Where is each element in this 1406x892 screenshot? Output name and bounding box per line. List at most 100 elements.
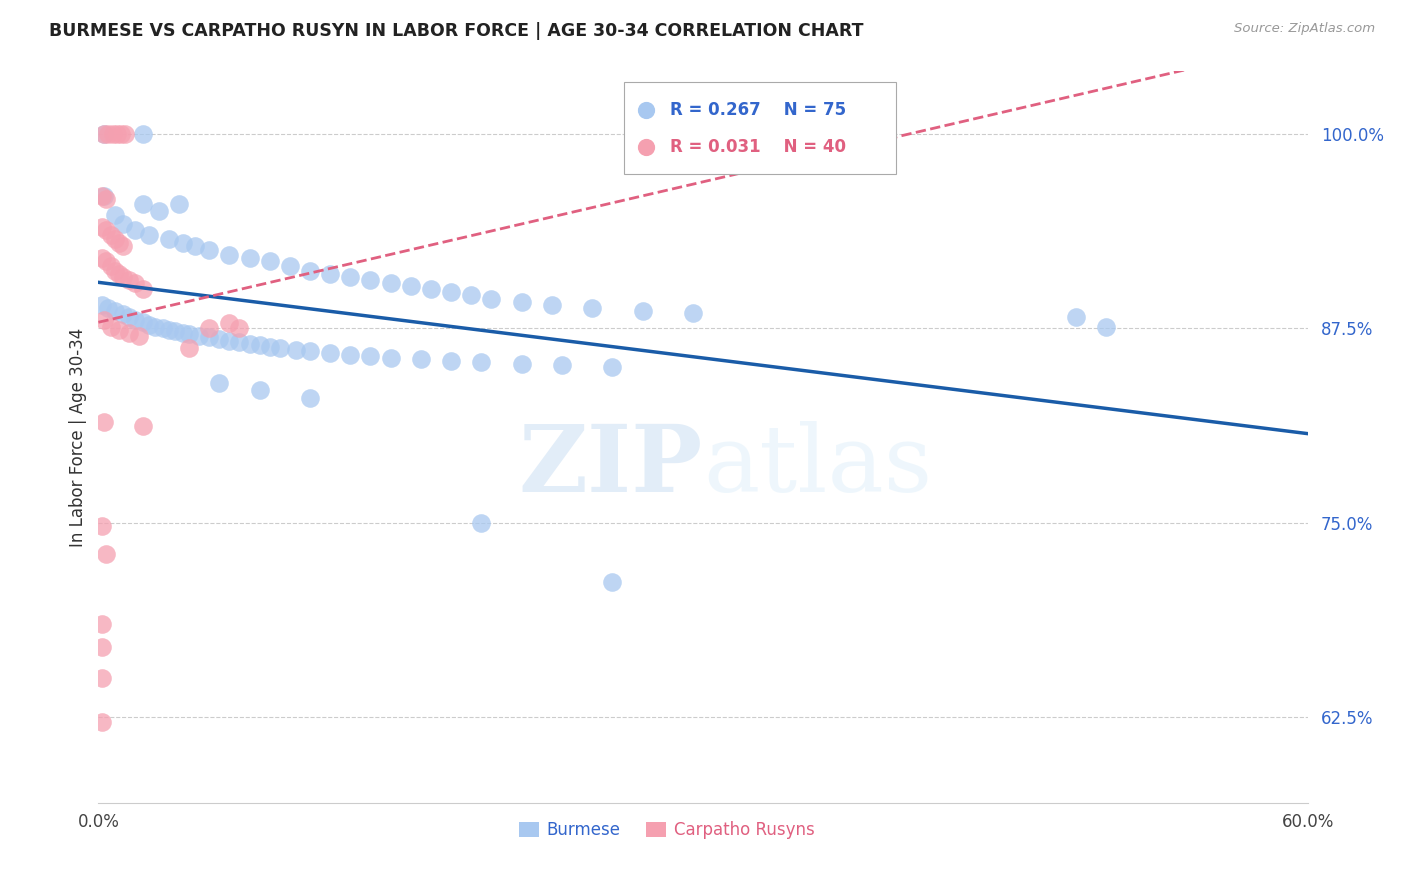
Point — [157, 232, 180, 246]
Point — [124, 223, 146, 237]
Point — [339, 269, 361, 284]
Point — [682, 305, 704, 319]
Point — [91, 640, 114, 655]
Point — [103, 232, 125, 246]
Point — [208, 332, 231, 346]
Point — [319, 346, 342, 360]
Point — [631, 304, 654, 318]
Point — [228, 321, 250, 335]
Point — [581, 301, 603, 315]
Point — [259, 254, 281, 268]
Point — [540, 298, 562, 312]
Legend: Burmese, Carpatho Rusyns: Burmese, Carpatho Rusyns — [512, 814, 821, 846]
Point — [91, 251, 114, 265]
Point — [91, 616, 114, 631]
Point — [91, 298, 114, 312]
Point — [399, 279, 422, 293]
Point — [440, 285, 463, 300]
Point — [157, 323, 180, 337]
Point — [380, 276, 402, 290]
Point — [510, 357, 533, 371]
Point — [114, 127, 136, 141]
Text: Source: ZipAtlas.com: Source: ZipAtlas.com — [1234, 22, 1375, 36]
Point — [299, 344, 322, 359]
Point — [105, 127, 128, 141]
Point — [96, 547, 118, 561]
Point — [111, 238, 134, 252]
Point — [172, 235, 194, 250]
Point — [278, 259, 301, 273]
Point — [179, 342, 201, 356]
Point — [91, 714, 114, 729]
Point — [1095, 319, 1118, 334]
Point — [188, 329, 211, 343]
Point — [249, 338, 271, 352]
Text: R = 0.031    N = 40: R = 0.031 N = 40 — [671, 137, 846, 156]
Point — [360, 349, 382, 363]
FancyBboxPatch shape — [624, 82, 897, 174]
Point — [91, 189, 114, 203]
Point — [179, 327, 201, 342]
Point — [152, 321, 174, 335]
Point — [96, 254, 118, 268]
Point — [107, 323, 129, 337]
Point — [138, 318, 160, 332]
Point — [118, 326, 141, 340]
Point — [319, 267, 342, 281]
Point — [167, 196, 190, 211]
Point — [299, 391, 322, 405]
Point — [132, 282, 155, 296]
Point — [481, 292, 503, 306]
Point — [118, 310, 141, 325]
Point — [100, 259, 122, 273]
Point — [93, 127, 115, 141]
Point — [132, 196, 155, 211]
Point — [124, 313, 146, 327]
Point — [111, 217, 134, 231]
Point — [470, 516, 492, 530]
Point — [380, 351, 402, 365]
Point — [107, 267, 129, 281]
Point — [551, 359, 574, 373]
Point — [440, 354, 463, 368]
Point — [420, 282, 443, 296]
Point — [284, 343, 307, 357]
Point — [239, 251, 262, 265]
Point — [93, 313, 115, 327]
Point — [239, 336, 262, 351]
Point — [143, 319, 166, 334]
Point — [1000, 286, 1022, 301]
Point — [269, 342, 291, 356]
Point — [111, 269, 134, 284]
Point — [198, 330, 221, 344]
Point — [103, 263, 125, 277]
Y-axis label: In Labor Force | Age 30-34: In Labor Force | Age 30-34 — [69, 327, 87, 547]
Point — [100, 319, 122, 334]
Point — [339, 348, 361, 362]
Point — [97, 127, 120, 141]
Point — [228, 335, 250, 350]
Point — [259, 340, 281, 354]
Point — [91, 219, 114, 234]
Point — [163, 324, 186, 338]
Point — [249, 384, 271, 398]
Point — [360, 273, 382, 287]
Point — [96, 223, 118, 237]
Point — [91, 518, 114, 533]
Text: BURMESE VS CARPATHO RUSYN IN LABOR FORCE | AGE 30-34 CORRELATION CHART: BURMESE VS CARPATHO RUSYN IN LABOR FORCE… — [49, 22, 863, 40]
Point — [218, 317, 240, 331]
Point — [93, 415, 115, 429]
Point — [111, 307, 134, 321]
Point — [208, 376, 231, 390]
Point — [132, 419, 155, 434]
Point — [218, 248, 240, 262]
Point — [100, 227, 122, 242]
Point — [470, 355, 492, 369]
Point — [138, 227, 160, 242]
Point — [107, 235, 129, 250]
Point — [460, 288, 482, 302]
Point — [97, 301, 120, 315]
Point — [198, 244, 221, 258]
Text: atlas: atlas — [703, 421, 932, 511]
Point — [110, 127, 132, 141]
